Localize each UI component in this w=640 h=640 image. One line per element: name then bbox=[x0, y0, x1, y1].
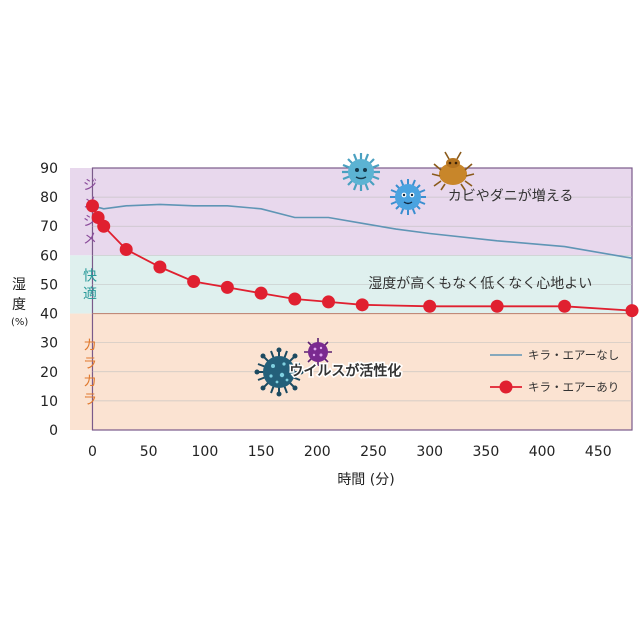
data-point bbox=[322, 295, 336, 309]
series-without-kira-air bbox=[92, 203, 633, 259]
zone-label-char: ジ bbox=[83, 178, 97, 194]
y-tick-label: 20 bbox=[40, 365, 58, 381]
zone-label-char: カ bbox=[83, 374, 97, 390]
grid-lines bbox=[92, 196, 632, 402]
legend-label: キラ・エアーあり bbox=[528, 380, 619, 394]
zone-label-char: 適 bbox=[83, 285, 97, 302]
data-point bbox=[558, 299, 572, 313]
data-point bbox=[119, 243, 133, 257]
series-line bbox=[92, 203, 633, 259]
y-tick-label: 50 bbox=[40, 277, 58, 293]
legend-item: キラ・エアーなし bbox=[490, 348, 619, 362]
data-point bbox=[625, 304, 639, 318]
zone-label-char: カ bbox=[83, 338, 97, 354]
y-tick-labels: 0 10 20 30 40 50 60 70 80 90 bbox=[40, 161, 58, 439]
x-axis-label: 時間 (分) bbox=[337, 472, 394, 488]
x-tick-label: 250 bbox=[360, 444, 387, 460]
zone-label-char: 快 bbox=[83, 268, 97, 284]
zone-label-char: ラ bbox=[83, 356, 97, 372]
data-point bbox=[97, 219, 111, 233]
x-tick-label: 350 bbox=[473, 444, 500, 460]
y-tick-label: 80 bbox=[40, 190, 58, 206]
data-point bbox=[254, 286, 268, 300]
annotation-text: ウイルスが活性化 bbox=[289, 362, 401, 379]
illustrations bbox=[254, 151, 475, 397]
legend-label: キラ・エアーなし bbox=[528, 348, 619, 362]
mold-icon bbox=[390, 179, 426, 215]
x-tick-label: 200 bbox=[304, 444, 331, 460]
y-tick-label: 70 bbox=[40, 219, 58, 235]
series bbox=[85, 199, 639, 318]
x-tick-labels: 0 50 100 150 200 250 300 350 400 450 bbox=[88, 444, 612, 460]
y-axis-label-char: 度 bbox=[12, 297, 26, 313]
mold-icon bbox=[342, 153, 380, 191]
x-tick-label: 400 bbox=[529, 444, 556, 460]
x-tick-label: 450 bbox=[585, 444, 612, 460]
x-tick-label: 300 bbox=[416, 444, 443, 460]
data-point bbox=[423, 299, 437, 313]
virus-icon bbox=[254, 347, 304, 397]
y-tick-label: 30 bbox=[40, 336, 58, 352]
x-tick-label: 50 bbox=[140, 444, 158, 460]
x-tick-label: 100 bbox=[192, 444, 219, 460]
data-point bbox=[490, 299, 504, 313]
annotation-text: 湿度が高くもなく低くなく心地よい bbox=[368, 275, 592, 292]
y-axis-label: 湿度 bbox=[12, 277, 26, 313]
annotation-text: カビやダニが増える bbox=[448, 189, 574, 205]
y-tick-label: 40 bbox=[40, 307, 58, 323]
y-tick-label: 90 bbox=[40, 161, 58, 177]
legend-item: キラ・エアーあり bbox=[490, 380, 619, 394]
data-point bbox=[153, 260, 167, 274]
data-point bbox=[288, 292, 302, 306]
data-point bbox=[220, 280, 234, 294]
data-point bbox=[85, 199, 99, 213]
zone-label: 快適 bbox=[83, 268, 97, 302]
zone-label-char: ラ bbox=[83, 392, 97, 408]
x-tick-label: 150 bbox=[248, 444, 275, 460]
y-axis-label-char: 湿 bbox=[12, 277, 26, 293]
data-point bbox=[355, 298, 369, 312]
y-tick-label: 0 bbox=[49, 423, 58, 439]
zone-label-char: メ bbox=[83, 232, 97, 248]
mite-icon bbox=[431, 151, 475, 191]
y-tick-label: 10 bbox=[40, 394, 58, 410]
x-tick-label: 0 bbox=[88, 444, 97, 460]
y-tick-label: 60 bbox=[40, 248, 58, 264]
virus-icon bbox=[304, 338, 332, 366]
legend-swatch-marker bbox=[499, 380, 513, 394]
data-point bbox=[187, 275, 201, 289]
y-axis-unit: (%) bbox=[11, 317, 28, 328]
series-with-kira-air bbox=[85, 199, 639, 318]
